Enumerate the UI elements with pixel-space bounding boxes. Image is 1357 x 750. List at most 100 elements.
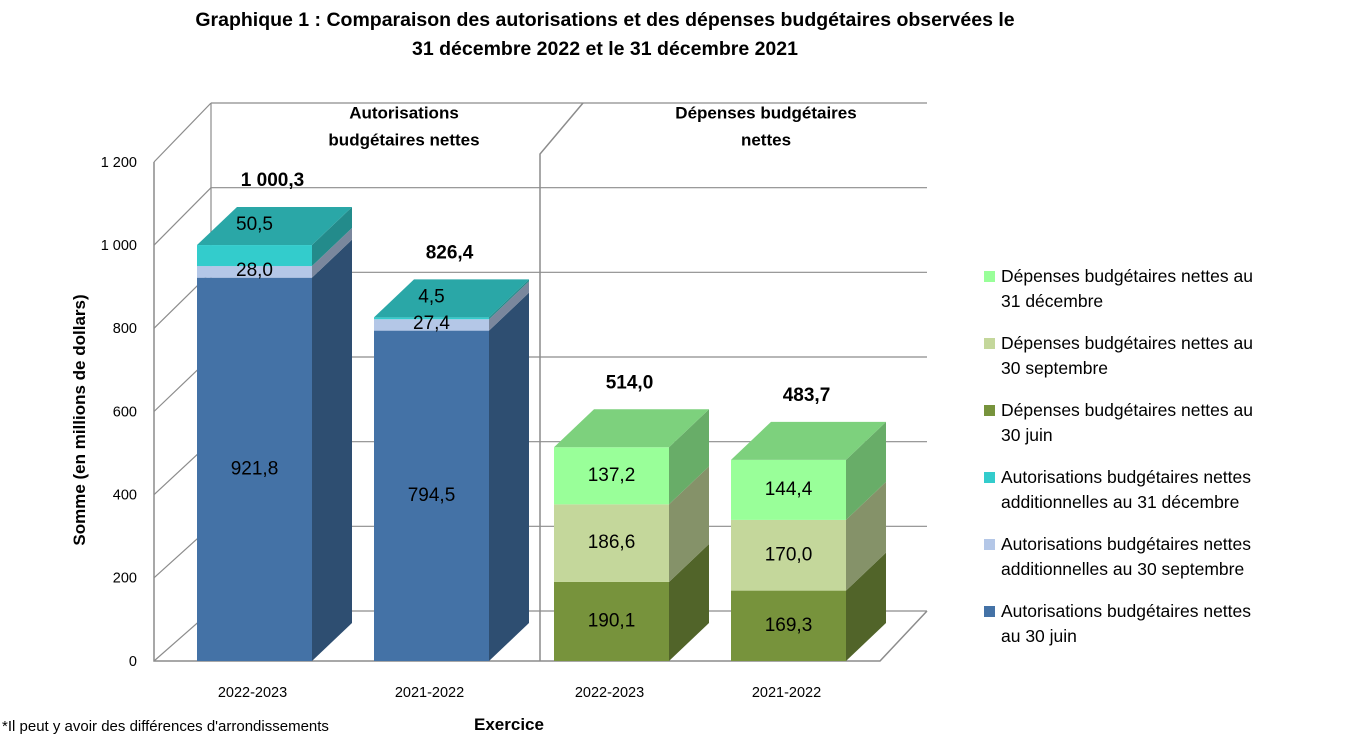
- bar-segment: [554, 504, 669, 582]
- legend-item: Dépenses budgétaires nettes au 30 septemb…: [984, 331, 1344, 398]
- bar-segment-side: [846, 421, 886, 520]
- y-tick-label: 1 200: [101, 155, 137, 171]
- group-separator: [539, 102, 584, 661]
- legend-swatch: [984, 472, 995, 483]
- legend-item: Autorisations budgétaires nettes au 30 ju…: [984, 599, 1344, 666]
- bar-top-face: [731, 421, 886, 460]
- chart-title: Graphique 1 : Comparaison des autorisati…: [0, 6, 1210, 64]
- data-labels: 921,8 28,0 50,5 1 000,3 794,5 27,4 4,5 826,4 190…: [231, 170, 831, 636]
- legend-label-line-2: 30 juin: [1001, 425, 1053, 445]
- y-tick-label: 400: [113, 487, 137, 503]
- legend-item: Dépenses budgétaires nettes au 31 décembr…: [984, 264, 1344, 331]
- bar-segment: [374, 330, 489, 661]
- bar-segment: [374, 319, 489, 331]
- group-header-line-1: Autorisations: [349, 103, 459, 122]
- bar-top-face: [554, 409, 709, 448]
- group-headers: Autorisations budgétaires nettes Dépenses …: [328, 103, 856, 149]
- data-label: 794,5: [408, 485, 456, 506]
- y-axis-title: Somme (en millions de dollars): [70, 294, 89, 545]
- bar-stack: [197, 207, 352, 662]
- bars: [197, 207, 886, 662]
- legend-item: Autorisations budgétaires nettes addition…: [984, 465, 1344, 532]
- data-label: 4,5: [418, 286, 444, 307]
- legend-swatch: [984, 271, 995, 282]
- legend-label-line-1: Dépenses budgétaires nettes au: [1001, 333, 1253, 353]
- x-axis-title: Exercice: [474, 715, 544, 734]
- y-tick-label: 200: [113, 571, 137, 587]
- x-tick-label: 2022-2023: [575, 685, 644, 701]
- data-label: 186,6: [588, 532, 636, 553]
- data-label: 921,8: [231, 458, 279, 479]
- bar-top-face: [374, 279, 529, 318]
- legend-swatch: [984, 338, 995, 349]
- legend-label-line-1: Autorisations budgétaires nettes: [1001, 467, 1252, 487]
- bar-segment: [731, 519, 846, 591]
- bar-segment: [554, 581, 669, 661]
- group-header-line-2: budgétaires nettes: [328, 130, 479, 149]
- y-tick-label: 1 000: [101, 238, 137, 254]
- bar-segment: [197, 245, 312, 267]
- total-label: 483,7: [783, 385, 831, 406]
- legend-item: Autorisations budgétaires nettes addition…: [984, 532, 1344, 599]
- y-axis-ticks: 0 200 400 600 800 1 000 1 200: [101, 155, 137, 670]
- bar-segment: [554, 447, 669, 505]
- x-axis-tick-labels: 2022-2023 2021-2022 2022-2023 2021-2022: [218, 685, 821, 701]
- bar-segment: [731, 459, 846, 520]
- bar-segment-side: [846, 481, 886, 591]
- legend-label-line-1: Autorisations budgétaires nettes: [1001, 534, 1252, 554]
- bar-stack: [374, 279, 529, 661]
- gridline-side: [153, 102, 212, 163]
- group-header-line-1: Dépenses budgétaires: [675, 103, 856, 122]
- legend-label-line-1: Autorisations budgétaires nettes: [1001, 601, 1252, 621]
- bar-segment-side: [489, 279, 529, 320]
- gridline-side: [153, 187, 212, 246]
- legend-label-line-1: Dépenses budgétaires nettes au: [1001, 266, 1253, 286]
- bar-segment-side: [312, 228, 352, 278]
- data-label: 169,3: [765, 615, 813, 636]
- bar-stack: [554, 409, 709, 661]
- bar-segment-side: [489, 281, 529, 331]
- legend-label-line-2: au 30 juin: [1001, 626, 1077, 646]
- legend-swatch: [984, 405, 995, 416]
- legend-label-line-2: additionnelles au 30 septembre: [1001, 559, 1245, 579]
- legend-swatch: [984, 606, 995, 617]
- total-label: 514,0: [606, 372, 654, 393]
- total-label: 826,4: [426, 242, 474, 263]
- data-label: 144,4: [765, 479, 813, 500]
- y-tick-label: 0: [129, 654, 137, 670]
- legend-item: Dépenses budgétaires nettes au 30 juin: [984, 398, 1344, 465]
- data-label: 50,5: [236, 214, 273, 235]
- chart-title-line-2: 31 décembre 2022 et le 31 décembre 2021: [412, 38, 798, 60]
- x-tick-label: 2021-2022: [752, 685, 821, 701]
- x-tick-label: 2022-2023: [218, 685, 287, 701]
- bar-segment-side: [669, 466, 709, 582]
- data-label: 28,0: [236, 260, 273, 281]
- bar-segment-side: [312, 207, 352, 267]
- legend-label-line-2: 30 septembre: [1001, 358, 1109, 378]
- y-tick-label: 800: [113, 321, 137, 337]
- bar-segment: [197, 277, 312, 661]
- chart-title-line-1: Graphique 1 : Comparaison des autorisati…: [195, 9, 1015, 31]
- legend: Dépenses budgétaires nettes au 31 décembr…: [984, 264, 1344, 666]
- bar-segment-side: [669, 543, 709, 661]
- footnote: *Il peut y avoir des différences d'arron…: [2, 718, 329, 735]
- legend-swatch: [984, 539, 995, 550]
- bar-segment-side: [489, 292, 529, 661]
- legend-label-line-2: 31 décembre: [1001, 291, 1104, 311]
- bar-segment-side: [846, 552, 886, 661]
- y-tick-label: 600: [113, 404, 137, 420]
- bar-top-face: [197, 207, 352, 246]
- bar-segment-side: [312, 239, 352, 662]
- bar-segment: [374, 317, 489, 320]
- x-tick-label: 2021-2022: [395, 685, 464, 701]
- data-label: 190,1: [588, 610, 636, 631]
- group-header-line-2: nettes: [741, 130, 791, 149]
- data-label: 170,0: [765, 544, 813, 565]
- bar-segment-side: [669, 409, 709, 505]
- total-label: 1 000,3: [241, 170, 304, 191]
- bar-stack: [731, 421, 886, 661]
- data-label: 27,4: [413, 313, 450, 334]
- legend-label-line-2: additionnelles au 31 décembre: [1001, 492, 1240, 512]
- bar-segment: [197, 266, 312, 278]
